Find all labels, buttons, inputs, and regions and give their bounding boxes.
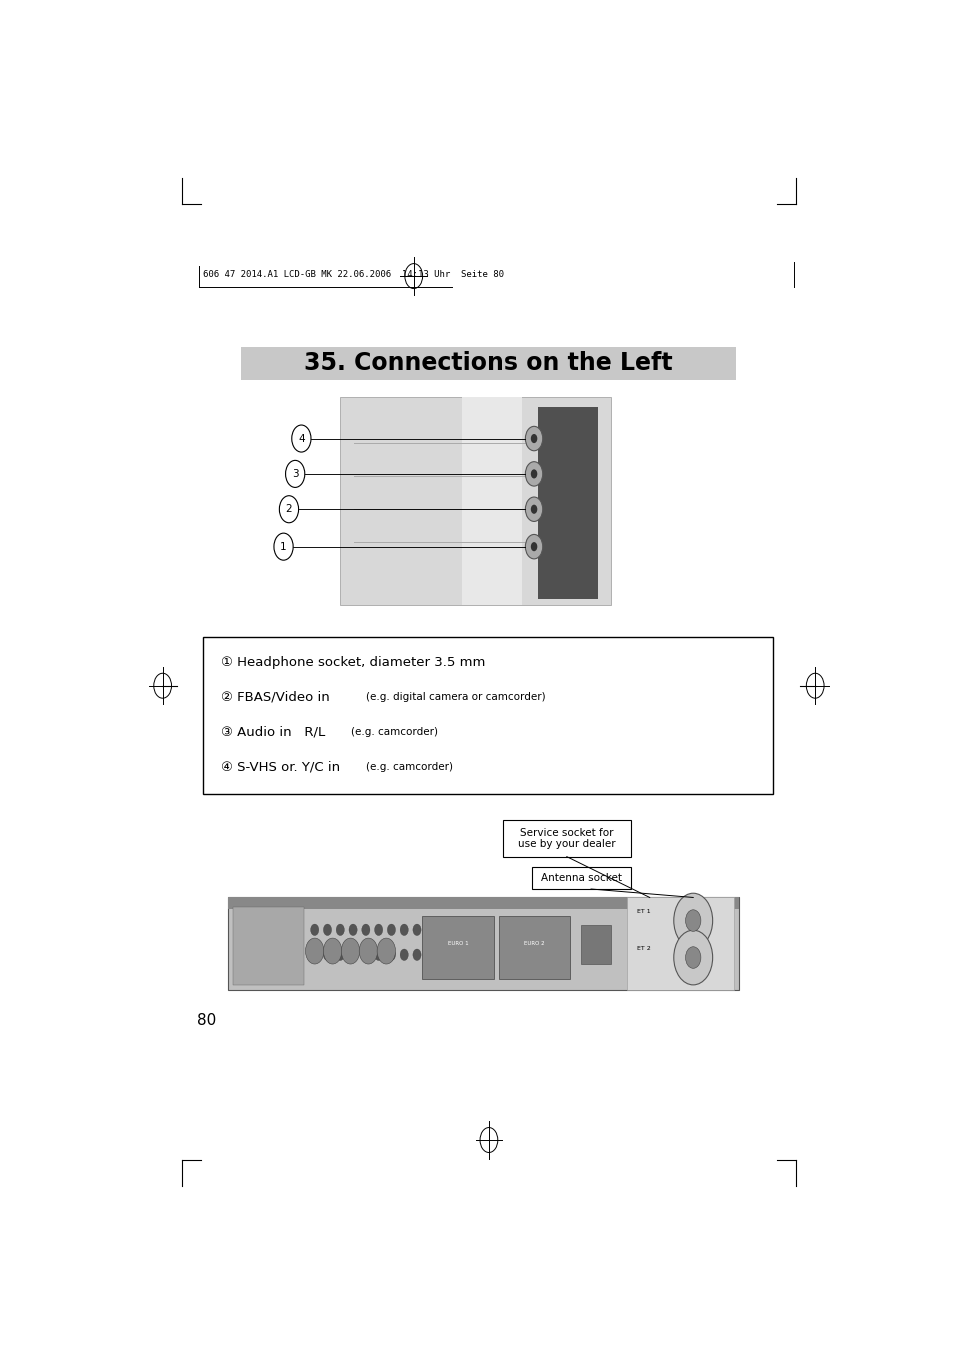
Text: ② FBAS/Video in: ② FBAS/Video in xyxy=(221,690,335,704)
Circle shape xyxy=(438,924,446,935)
Text: ① Headphone socket, diameter 3.5 mm: ① Headphone socket, diameter 3.5 mm xyxy=(221,657,485,669)
Text: 2: 2 xyxy=(285,504,292,515)
FancyBboxPatch shape xyxy=(241,347,736,380)
Text: EURO 1: EURO 1 xyxy=(447,942,468,946)
FancyBboxPatch shape xyxy=(340,397,611,605)
Text: (e.g. camcorder): (e.g. camcorder) xyxy=(351,727,437,736)
FancyBboxPatch shape xyxy=(228,897,739,990)
Text: ③ Audio in   R/L: ③ Audio in R/L xyxy=(221,725,330,739)
FancyBboxPatch shape xyxy=(537,408,598,598)
FancyBboxPatch shape xyxy=(228,897,739,909)
Circle shape xyxy=(530,469,537,478)
Circle shape xyxy=(335,948,344,961)
Text: 80: 80 xyxy=(196,1013,215,1028)
Circle shape xyxy=(525,497,542,521)
Circle shape xyxy=(349,948,356,961)
FancyBboxPatch shape xyxy=(421,916,494,978)
Circle shape xyxy=(399,948,408,961)
Circle shape xyxy=(375,948,382,961)
Circle shape xyxy=(375,924,382,935)
Circle shape xyxy=(413,924,420,935)
Circle shape xyxy=(323,924,332,935)
Text: (e.g. digital camera or camcorder): (e.g. digital camera or camcorder) xyxy=(365,692,545,703)
Circle shape xyxy=(323,938,341,965)
FancyBboxPatch shape xyxy=(203,638,773,793)
Circle shape xyxy=(525,462,542,486)
Text: (e.g. camcorder): (e.g. camcorder) xyxy=(365,762,452,771)
Circle shape xyxy=(525,427,542,451)
Circle shape xyxy=(292,426,311,453)
FancyBboxPatch shape xyxy=(580,925,611,965)
Text: Antenna socket: Antenna socket xyxy=(540,873,621,884)
Text: EURO 2: EURO 2 xyxy=(524,942,544,946)
Circle shape xyxy=(463,924,472,935)
Circle shape xyxy=(387,924,395,935)
Circle shape xyxy=(349,924,356,935)
Circle shape xyxy=(335,924,344,935)
FancyBboxPatch shape xyxy=(531,867,630,889)
Text: 35. Connections on the Left: 35. Connections on the Left xyxy=(304,351,672,376)
Circle shape xyxy=(376,938,395,965)
Text: 3: 3 xyxy=(292,469,298,478)
Circle shape xyxy=(341,938,359,965)
Circle shape xyxy=(361,948,370,961)
Circle shape xyxy=(530,505,537,513)
Circle shape xyxy=(451,948,459,961)
FancyBboxPatch shape xyxy=(502,820,630,857)
Text: Service socket for
use by your dealer: Service socket for use by your dealer xyxy=(517,828,615,850)
Circle shape xyxy=(685,947,700,969)
Circle shape xyxy=(451,924,459,935)
Text: 4: 4 xyxy=(297,434,304,443)
FancyBboxPatch shape xyxy=(498,916,570,978)
Circle shape xyxy=(425,924,434,935)
Circle shape xyxy=(387,948,395,961)
Text: ET 1: ET 1 xyxy=(637,909,650,913)
Text: 1: 1 xyxy=(280,542,287,551)
Circle shape xyxy=(530,434,537,443)
Circle shape xyxy=(323,948,332,961)
Circle shape xyxy=(311,948,318,961)
Circle shape xyxy=(279,496,298,523)
Circle shape xyxy=(285,461,304,488)
Text: ET 2: ET 2 xyxy=(637,946,650,951)
Circle shape xyxy=(305,938,324,965)
Circle shape xyxy=(685,909,700,931)
Circle shape xyxy=(525,535,542,559)
Circle shape xyxy=(359,938,377,965)
Circle shape xyxy=(399,924,408,935)
Circle shape xyxy=(673,893,712,948)
Circle shape xyxy=(413,948,420,961)
Text: ④ S-VHS or. Y/C in: ④ S-VHS or. Y/C in xyxy=(221,761,344,773)
Circle shape xyxy=(530,542,537,551)
Circle shape xyxy=(463,948,472,961)
Circle shape xyxy=(438,948,446,961)
Circle shape xyxy=(361,924,370,935)
FancyBboxPatch shape xyxy=(626,897,734,990)
FancyBboxPatch shape xyxy=(461,397,521,605)
Circle shape xyxy=(673,931,712,985)
Circle shape xyxy=(274,534,293,561)
Circle shape xyxy=(311,924,318,935)
Text: 606 47 2014.A1 LCD-GB MK 22.06.2006  14:13 Uhr  Seite 80: 606 47 2014.A1 LCD-GB MK 22.06.2006 14:1… xyxy=(203,270,503,278)
FancyBboxPatch shape xyxy=(233,907,304,985)
Circle shape xyxy=(425,948,434,961)
